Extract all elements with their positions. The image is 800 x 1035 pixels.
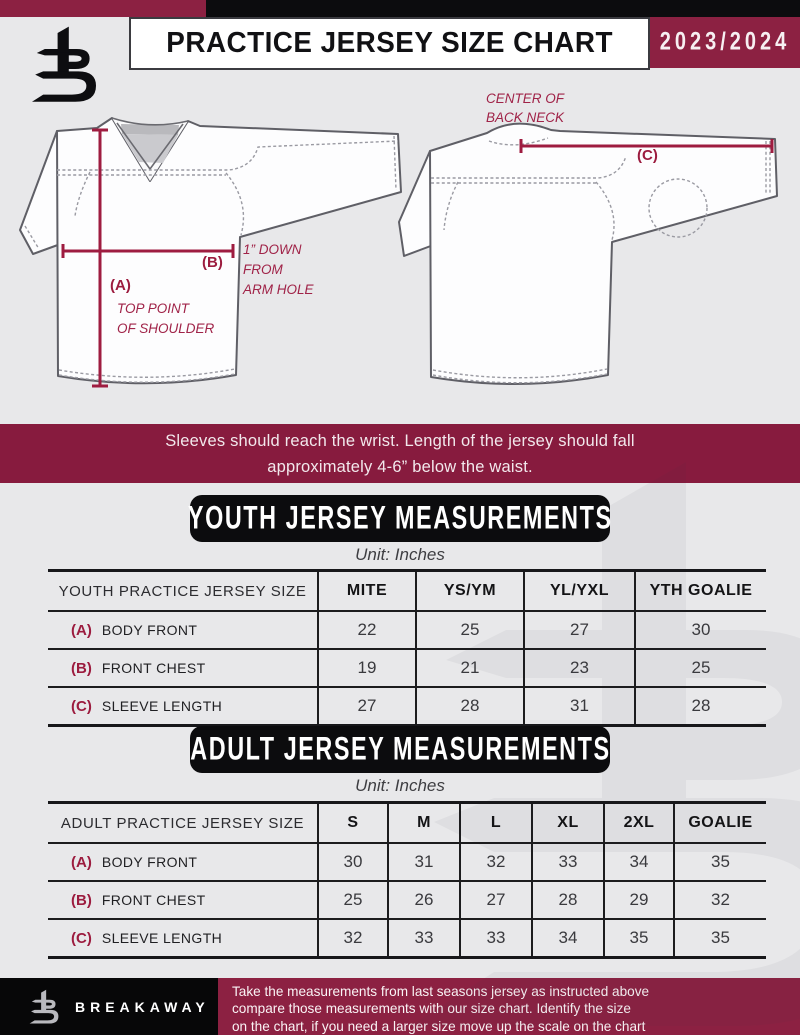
table-cell: 32: [673, 880, 766, 919]
footer-instruction-line: Take the measurements from last seasons …: [232, 984, 650, 999]
table-cell: 29: [603, 880, 674, 919]
table-cell: 31: [387, 842, 460, 881]
table-cell: 35: [673, 842, 766, 881]
table-cell: 33: [531, 842, 604, 881]
table-cell: 25: [317, 880, 388, 919]
youth-table-header-row: YOUTH PRACTICE JERSEY SIZE MITE YS/YM YL…: [48, 570, 766, 611]
adult-size-header: XL: [531, 802, 604, 843]
fit-note-banner: Sleeves should reach the wrist. Length o…: [0, 424, 800, 483]
top-strip-maroon: [0, 0, 206, 17]
youth-unit-label: Unit: Inches: [355, 545, 445, 564]
table-cell: 31: [523, 686, 635, 726]
table-row: (C) SLEEVE LENGTH 32 33 33 34 35 35: [48, 918, 766, 958]
youth-size-table: YOUTH PRACTICE JERSEY SIZE MITE YS/YM YL…: [48, 569, 766, 727]
table-cell: 28: [634, 686, 766, 726]
adult-section-header: ADULT JERSEY MEASUREMENTS: [190, 726, 610, 773]
top-strip-black: [206, 0, 800, 17]
table-cell: 27: [459, 880, 532, 919]
page-title: PRACTICE JERSEY SIZE CHART: [166, 27, 613, 59]
table-cell: 22: [317, 610, 416, 649]
season-label: 2023/2024: [659, 28, 791, 56]
table-cell: 19: [317, 648, 416, 687]
measurement-line-a: [92, 128, 108, 388]
table-cell: 21: [415, 648, 524, 687]
table-cell: 25: [415, 610, 524, 649]
table-cell: 30: [317, 842, 388, 881]
footer-brand-block: BREAKAWAY: [0, 978, 218, 1035]
brand-name: BREAKAWAY: [75, 998, 210, 1015]
adult-size-header: 2XL: [603, 802, 674, 843]
adult-table-label-header: ADULT PRACTICE JERSEY SIZE: [60, 814, 305, 832]
table-cell: 33: [459, 918, 532, 958]
row-key: (A): [71, 854, 92, 871]
adult-size-header: L: [459, 802, 532, 843]
adult-size-header: GOALIE: [673, 802, 766, 843]
season-badge: 2023/2024: [650, 17, 800, 68]
table-cell: 27: [317, 686, 416, 726]
row-label: BODY FRONT: [101, 622, 198, 638]
row-label: FRONT CHEST: [101, 660, 206, 676]
table-cell: 30: [634, 610, 766, 649]
table-cell: 34: [603, 842, 674, 881]
adult-size-table: ADULT PRACTICE JERSEY SIZE S M L XL 2XL …: [48, 801, 766, 959]
row-key: (C): [71, 698, 92, 715]
breakaway-logo-icon: [24, 22, 104, 108]
row-key: (B): [71, 660, 92, 677]
note-c: CENTER OF BACK NECK: [486, 91, 565, 125]
adult-size-header: M: [387, 802, 460, 843]
youth-section-header: YOUTH JERSEY MEASUREMENTS: [188, 495, 611, 542]
table-cell: 33: [387, 918, 460, 958]
breakaway-footer-logo-icon: [29, 989, 59, 1024]
table-cell: 28: [531, 880, 604, 919]
row-label: FRONT CHEST: [101, 892, 206, 908]
youth-size-header: MITE: [317, 570, 416, 611]
table-row: (A) BODY FRONT 30 31 32 33 34 35: [48, 842, 766, 881]
row-key: (C): [71, 930, 92, 947]
measurement-line-c: [519, 139, 774, 153]
fit-note-line-1: Sleeves should reach the wrist. Length o…: [165, 431, 635, 450]
table-row: (A) BODY FRONT 22 25 27 30: [48, 610, 766, 649]
note-a: TOP POINT OF SHOULDER: [117, 301, 215, 336]
footer-instruction-line: compare those measurements with our size…: [232, 1001, 631, 1017]
footer: BREAKAWAY Take the measurements from las…: [0, 978, 800, 1035]
row-key: (B): [71, 892, 92, 909]
youth-size-header: YTH GOALIE: [634, 570, 766, 611]
note-b: 1” DOWN FROM ARM HOLE: [243, 242, 314, 297]
row-label: BODY FRONT: [101, 854, 198, 870]
table-cell: 35: [603, 918, 674, 958]
row-label: SLEEVE LENGTH: [101, 930, 223, 946]
row-key: (A): [71, 622, 92, 639]
adult-table-header-row: ADULT PRACTICE JERSEY SIZE S M L XL 2XL …: [48, 802, 766, 843]
table-cell: 27: [523, 610, 635, 649]
youth-table-label-header: YOUTH PRACTICE JERSEY SIZE: [58, 582, 307, 600]
table-cell: 35: [673, 918, 766, 958]
measurement-line-b: [61, 244, 235, 258]
table-cell: 32: [317, 918, 388, 958]
adult-unit-label: Unit: Inches: [355, 776, 445, 795]
title-box: PRACTICE JERSEY SIZE CHART: [129, 17, 650, 70]
table-row: (C) SLEEVE LENGTH 27 28 31 28: [48, 686, 766, 726]
row-label: SLEEVE LENGTH: [101, 698, 223, 714]
footer-instructions: Take the measurements from last seasons …: [232, 983, 649, 1035]
table-row: (B) FRONT CHEST 25 26 27 28 29 32: [48, 880, 766, 919]
jersey-drawings: [19, 117, 778, 388]
table-cell: 28: [415, 686, 524, 726]
table-cell: 26: [387, 880, 460, 919]
youth-size-header: YS/YM: [415, 570, 524, 611]
jersey-diagram: (A) TOP POINT OF SHOULDER (B) 1” DOWN FR…: [0, 0, 800, 420]
footer-instruction-line: on the chart, if you need a larger size …: [232, 1018, 646, 1034]
table-row: (B) FRONT CHEST 19 21 23 25: [48, 648, 766, 687]
label-a: (A): [110, 277, 131, 294]
youth-size-header: YL/YXL: [523, 570, 635, 611]
adult-size-header: S: [317, 802, 388, 843]
back-jersey-body: [429, 122, 778, 385]
table-cell: 25: [634, 648, 766, 687]
table-cell: 32: [459, 842, 532, 881]
fit-note-line-2: approximately 4-6” below the waist.: [267, 457, 533, 476]
label-b: (B): [202, 254, 223, 271]
label-c: (C): [637, 147, 658, 164]
table-cell: 23: [523, 648, 635, 687]
table-cell: 34: [531, 918, 604, 958]
